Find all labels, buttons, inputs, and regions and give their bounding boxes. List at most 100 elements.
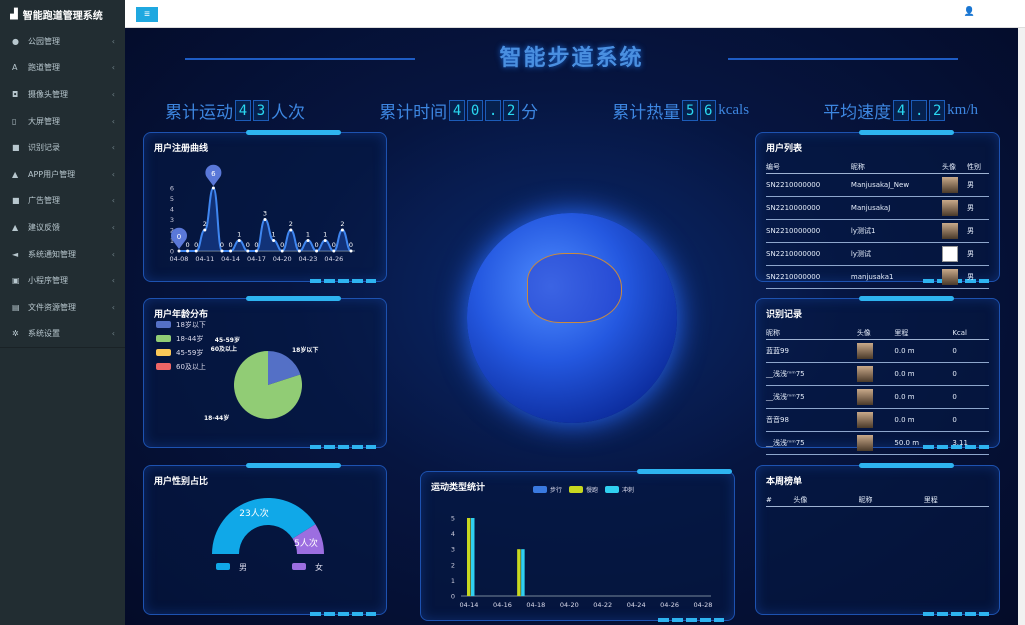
table-row[interactable]: SN2210000000 manjusaka1 男 <box>766 265 989 289</box>
sidebar-item-label: APP用户管理 <box>28 169 76 179</box>
avatar-cell <box>941 242 968 266</box>
data-point <box>177 249 181 253</box>
pie-label: 60及以上 <box>211 345 237 353</box>
sidebar-item[interactable]: ◄ 系统通知管理 ‹ <box>0 241 125 268</box>
data-point <box>332 249 336 253</box>
data-label: 0 <box>186 241 190 249</box>
user-icon[interactable]: 👤 <box>963 7 975 17</box>
record-distance: 50.0 m <box>894 431 953 455</box>
legend-swatch <box>156 321 171 328</box>
column-header: 性别 <box>967 161 989 174</box>
stat-unit: 人次 <box>271 103 305 123</box>
stat-digit: 4 <box>235 100 251 121</box>
x-tick-label: 04-20 <box>560 601 579 609</box>
user-gender: 男 <box>967 219 989 243</box>
sidebar-item[interactable]: ▲ APP用户管理 ‹ <box>0 161 125 188</box>
brand[interactable]: ▟ 智能跑道管理系统 <box>0 0 125 28</box>
y-tick-label: 0 <box>451 593 455 601</box>
legend-swatch <box>605 486 619 493</box>
sidebar-item[interactable]: ■ 广告管理 ‹ <box>0 188 125 215</box>
x-tick-label: 04-22 <box>593 601 612 609</box>
user-gender: 男 <box>967 265 989 289</box>
column-header: 昵称 <box>858 494 924 507</box>
data-label: 3 <box>263 210 267 218</box>
stat-label: 累计热量 <box>612 103 681 123</box>
sidebar-item[interactable]: ▲ 建议反馈 ‹ <box>0 214 125 241</box>
sidebar-item[interactable]: ▯ 大屏管理 ‹ <box>0 108 125 135</box>
camera-icon: ◘ <box>12 89 19 99</box>
panel-title: 用户年龄分布 <box>154 310 209 320</box>
data-label: 1 <box>272 231 276 239</box>
legend-swatch <box>533 486 547 493</box>
stat-label: 累计时间 <box>379 103 448 123</box>
menu-toggle-button[interactable]: ≡ <box>136 7 158 22</box>
x-tick-label: 04-14 <box>460 601 479 609</box>
chevron-left-icon: ‹ <box>111 276 115 286</box>
table-row[interactable]: SN2210000000 ManjusakaJ 男 <box>766 196 989 220</box>
bar <box>521 549 525 596</box>
data-label: 0 <box>332 241 336 249</box>
legend-label: 60及以上 <box>176 362 206 371</box>
bar <box>467 518 471 596</box>
stat-digit: 5 <box>682 100 699 121</box>
legend-label: 步行 <box>550 486 562 494</box>
data-point <box>246 249 250 253</box>
legend-label: 冲刺 <box>622 486 634 494</box>
sidebar-item[interactable]: ● 公园管理 ‹ <box>0 28 125 55</box>
table-row[interactable]: SN2210000000 ly测试1 男 <box>766 219 989 243</box>
sidebar-item[interactable]: ▣ 小程序管理 ‹ <box>0 267 125 294</box>
stat-label: 累计运动 <box>165 103 233 123</box>
data-point <box>211 186 215 190</box>
y-tick-label: 5 <box>170 195 174 203</box>
y-tick-label: 0 <box>170 248 174 256</box>
scrollbar[interactable] <box>1018 28 1025 625</box>
avatar-cell <box>941 173 968 197</box>
stat-digit: 4 <box>893 100 910 121</box>
chevron-left-icon: ‹ <box>111 116 115 126</box>
gender-panel: 23人次 5人次男 女 用户性别占比 <box>143 463 387 616</box>
age-pie-chart: 18岁以下18-44岁45-59岁60及以上18岁以下18-44岁45-59岁6… <box>156 320 318 422</box>
tablet-icon: ▯ <box>12 116 17 126</box>
brand-label: 智能跑道管理系统 <box>22 10 103 22</box>
legend-label: 女 <box>315 562 323 572</box>
sidebar-item[interactable]: ■ 识别记录 ‹ <box>0 134 125 161</box>
sidebar-item[interactable]: ▤ 文件资源管理 ‹ <box>0 294 125 321</box>
sidebar-item-label: 识别记录 <box>28 143 60 153</box>
stat-digit: . <box>485 100 502 121</box>
chevron-left-icon: ‹ <box>111 143 115 153</box>
chevron-left-icon: ‹ <box>111 302 115 312</box>
data-label: 0 <box>229 241 233 249</box>
chart-area-icon: ▟ <box>10 8 18 20</box>
earth-globe <box>467 213 677 423</box>
table-row[interactable]: __浅浅ᵐᵐ75 50.0 m 3.11 <box>766 431 989 455</box>
data-point <box>254 249 258 253</box>
record-name: __浅浅ᵐᵐ75 <box>766 385 857 409</box>
sidebar-item[interactable]: A 跑道管理 ‹ <box>0 55 125 82</box>
record-name: __浅浅ᵐᵐ75 <box>766 431 857 455</box>
x-tick-label: 04-23 <box>299 255 318 263</box>
avatar <box>856 343 873 359</box>
marker-label: 6 <box>211 170 216 178</box>
sidebar-item-label: 跑道管理 <box>28 63 60 73</box>
user-id: SN2210000000 <box>766 219 851 243</box>
sidebar-item[interactable]: ✲ 系统设置 ‹ <box>0 321 125 348</box>
y-tick-label: 4 <box>451 530 455 538</box>
avatar-cell <box>856 362 895 386</box>
bar <box>517 549 521 596</box>
data-label: 1 <box>323 231 327 239</box>
record-distance: 0.0 m <box>894 408 953 432</box>
x-tick-label: 04-17 <box>247 255 266 263</box>
sidebar-item[interactable]: ◘ 摄像头管理 ‹ <box>0 81 125 108</box>
table-row[interactable]: SN2210000000 ly测试 男 <box>766 242 989 266</box>
data-label: 1 <box>306 231 310 239</box>
stat-digit: 4 <box>449 100 466 121</box>
video-icon: ■ <box>12 196 20 206</box>
table-row[interactable]: SN2210000000 ManjusakaJ_New 男 <box>766 173 989 197</box>
avatar <box>856 435 873 451</box>
top-bar: ≡ 👤 <box>125 0 1025 28</box>
